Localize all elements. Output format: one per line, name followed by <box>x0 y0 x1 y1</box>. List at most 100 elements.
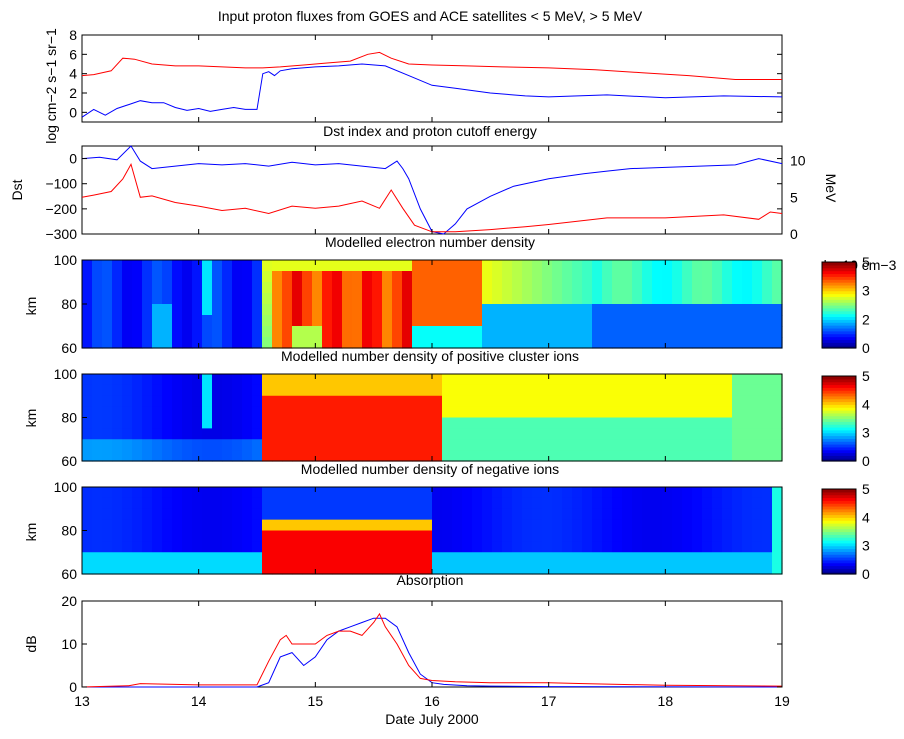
heat-cell <box>502 271 513 283</box>
heat-cell <box>342 552 353 564</box>
heat-cell <box>662 315 673 327</box>
heat-cell <box>462 374 473 386</box>
heat-cell <box>602 417 613 429</box>
heat-cell <box>292 406 303 419</box>
heat-cell <box>142 326 153 338</box>
heat-cell <box>222 315 233 327</box>
heat-cell <box>152 384 163 397</box>
heat-cell <box>422 395 433 408</box>
heat-cell <box>432 282 443 294</box>
heat-cell <box>452 417 463 429</box>
heat-cell <box>342 519 353 532</box>
heat-cell <box>372 304 383 316</box>
heat-cell <box>272 374 283 386</box>
heat-cell <box>532 282 543 294</box>
heat-cell <box>102 406 113 419</box>
heat-cell <box>442 563 453 575</box>
heat-cell <box>442 282 453 294</box>
heat-cell <box>762 439 773 451</box>
heat-cell <box>562 552 573 564</box>
heat-cell <box>562 450 573 462</box>
heat-cell <box>712 428 723 440</box>
heat-cell <box>132 326 143 338</box>
heat-cell <box>552 508 563 521</box>
heat-cell <box>102 315 113 327</box>
heat-cell <box>602 384 613 397</box>
heat-cell <box>692 428 703 440</box>
heat-cell <box>212 315 223 327</box>
heat-cell <box>192 508 203 521</box>
heat-cell <box>182 374 193 386</box>
heat-cell <box>672 395 683 408</box>
heat-cell <box>592 406 603 419</box>
colorbar-segment <box>822 548 856 552</box>
heat-cell <box>282 417 293 429</box>
heat-cell <box>442 541 453 553</box>
colorbar-segment <box>822 336 856 340</box>
heat-cell <box>252 282 263 294</box>
heat-cell <box>332 260 343 272</box>
heat-cell <box>202 563 213 575</box>
heat-cell <box>612 417 623 429</box>
heat-cell <box>452 428 463 440</box>
heat-cell <box>382 439 393 451</box>
heat-cell <box>152 395 163 408</box>
heat-cell <box>512 508 523 521</box>
heat-cell <box>412 384 423 397</box>
heat-cell <box>192 315 203 327</box>
heat-cell <box>762 508 773 521</box>
heat-cell <box>662 552 673 564</box>
heat-cell <box>262 519 273 532</box>
heat-cell <box>242 326 253 338</box>
heat-cell <box>492 439 503 451</box>
heat-cell <box>82 406 93 419</box>
heat-cell <box>572 406 583 419</box>
heat-cell <box>102 552 113 564</box>
heat-cell <box>272 271 283 283</box>
heat-cell <box>762 315 773 327</box>
heat-cell <box>292 552 303 564</box>
heat-cell <box>302 417 313 429</box>
heat-cell <box>132 395 143 408</box>
heat-cell <box>532 384 543 397</box>
heat-cell <box>412 439 423 451</box>
heat-cell <box>692 417 703 429</box>
heat-cell <box>382 497 393 510</box>
heat-cell <box>422 315 433 327</box>
heat-cell <box>242 563 253 575</box>
heat-cell <box>282 282 293 294</box>
heat-cell <box>362 384 373 397</box>
heat-cell <box>162 337 173 349</box>
heat-cell <box>722 293 733 305</box>
heat-cell <box>682 487 693 499</box>
heat-cell <box>492 282 503 294</box>
heat-cell <box>92 530 103 542</box>
heat-cell <box>412 519 423 532</box>
heat-cell <box>92 417 103 429</box>
heat-cell <box>512 406 523 419</box>
heat-cell <box>622 315 633 327</box>
heat-cell <box>152 497 163 510</box>
heat-cell <box>112 439 123 451</box>
heat-cell <box>702 497 713 510</box>
heat-cell <box>742 541 753 553</box>
heat-cell <box>192 552 203 564</box>
heat-cell <box>532 563 543 575</box>
heat-cell <box>162 508 173 521</box>
heat-cell <box>132 428 143 440</box>
heat-cell <box>152 282 163 294</box>
heat-cell <box>502 384 513 397</box>
heat-cell <box>682 508 693 521</box>
heat-cell <box>372 519 383 532</box>
heat-cell <box>182 530 193 542</box>
heat-cell <box>122 337 133 349</box>
heat-cell <box>722 417 733 429</box>
heat-cell <box>752 563 763 575</box>
heat-cell <box>522 552 533 564</box>
heat-cell <box>172 304 183 316</box>
heat-cell <box>632 541 643 553</box>
heat-cell <box>622 417 633 429</box>
heat-cell <box>262 304 273 316</box>
heat-cell <box>172 428 183 440</box>
